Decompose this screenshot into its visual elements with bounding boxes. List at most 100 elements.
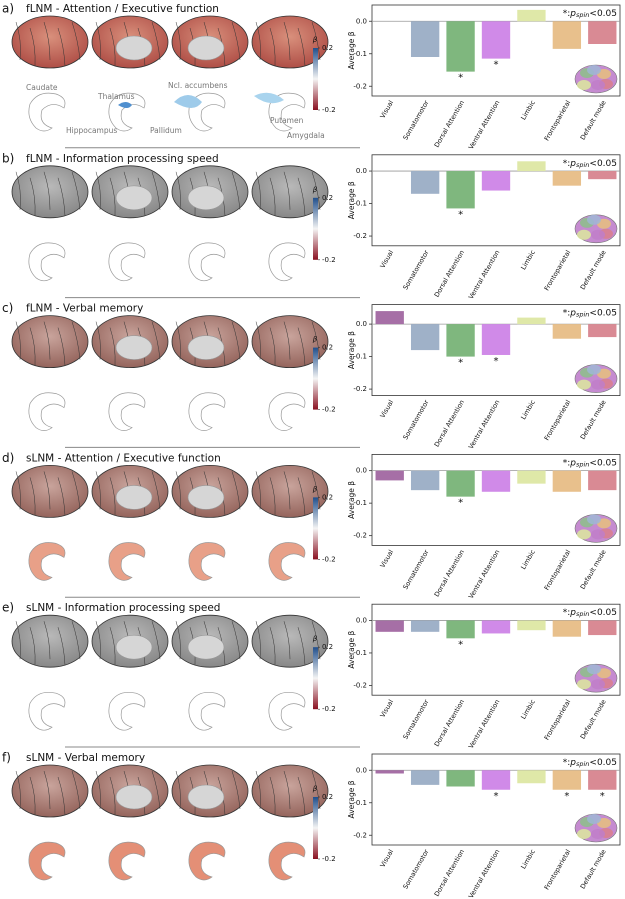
x-tick-label: Dorsal Attention — [433, 548, 466, 598]
atlas-region — [577, 529, 591, 540]
atlas-region — [587, 214, 601, 225]
cortex-parcel-line — [57, 627, 66, 666]
bar — [588, 470, 617, 491]
colorbar-tick-label: 0.2 — [322, 793, 333, 801]
subcortical — [268, 392, 306, 431]
atlas-region — [587, 664, 601, 675]
cortex-parcel-line — [57, 177, 66, 216]
panel: b) fLNM - Information processing speed β 0.… — [2, 147, 621, 301]
cortex-parcel-line — [95, 171, 101, 210]
x-tick-label: Somatomotor — [401, 99, 430, 142]
colorbar-tick-label: -0.2 — [322, 106, 336, 114]
colorbar — [313, 347, 318, 410]
note-symbol: p — [569, 608, 576, 618]
note-threshold: <0.05 — [589, 608, 617, 618]
atlas-region — [587, 65, 601, 75]
y-axis-label: Average β — [347, 331, 356, 369]
colorbar-label: β — [313, 785, 318, 793]
medial-wall — [187, 335, 225, 360]
cortex-parcel-line — [283, 171, 291, 210]
cortex — [251, 614, 329, 668]
colorbar-tick-label: -0.2 — [322, 705, 336, 713]
cortex-parcel-line — [297, 327, 306, 366]
bar — [588, 171, 617, 180]
cortex-parcel-line — [95, 321, 101, 360]
cortex-parcel-line — [57, 327, 66, 366]
note-marker: *: — [563, 758, 571, 768]
note-threshold: <0.05 — [589, 308, 617, 318]
bar — [552, 620, 582, 637]
colorbar-tick-label: -0.2 — [322, 256, 336, 264]
significance-note: *:pspin<0.05 — [563, 758, 617, 769]
structure-label: Caudate — [26, 83, 58, 92]
x-tick-label: Frontoparietal — [543, 848, 573, 891]
x-tick-label: Dorsal Attention — [433, 848, 466, 898]
cortex-parcel-line — [15, 621, 21, 660]
medial-wall — [187, 485, 225, 510]
cortex-parcel-line — [175, 321, 181, 360]
y-tick-label: 0.0 — [356, 17, 367, 25]
colorbar-tick-label: -0.2 — [322, 406, 336, 414]
y-tick-label: -0.2 — [353, 82, 367, 90]
bar — [552, 470, 582, 492]
bar — [410, 770, 440, 785]
medial-wall — [115, 485, 153, 510]
subcortical — [108, 841, 146, 881]
cortex-parcel-line — [95, 21, 101, 61]
cortex-parcel-line — [311, 770, 321, 810]
note-subscript: spin — [576, 311, 589, 319]
subcortical — [188, 392, 226, 431]
significance-note: *:pspin<0.05 — [563, 608, 617, 619]
note-symbol: p — [569, 458, 576, 468]
x-tick-label: Ventral Attention — [467, 548, 501, 600]
x-tick-label: Default mode — [579, 698, 608, 740]
bar — [588, 770, 617, 790]
cortex-parcel-line — [43, 321, 51, 360]
panel-title: sLNM - Verbal memory — [26, 752, 145, 764]
x-tick-label: Visual — [379, 548, 396, 569]
atlas-region — [577, 829, 591, 839]
subcortical — [188, 691, 226, 731]
cortex-parcel-line — [43, 171, 51, 210]
cortex — [251, 764, 329, 818]
x-tick-label: Visual — [379, 698, 396, 719]
significance-star: * — [494, 356, 499, 367]
atlas-region — [577, 80, 591, 90]
cortex-parcel-line — [175, 21, 181, 61]
medial-wall — [187, 634, 225, 660]
cortex-parcel-line — [57, 776, 66, 816]
x-tick-label: Somatomotor — [401, 698, 430, 741]
structure-label: Hippocampus — [66, 126, 117, 135]
bar — [410, 324, 440, 351]
x-tick-label: Dorsal Attention — [433, 99, 466, 149]
x-tick-label: Limbic — [519, 248, 537, 271]
note-threshold: <0.05 — [589, 458, 617, 468]
subcortical — [268, 691, 306, 731]
note-symbol: p — [569, 158, 576, 168]
cortex — [251, 165, 329, 219]
cortex-parcel-line — [175, 770, 181, 810]
cortex-parcel-line — [15, 471, 21, 510]
cortex-parcel-line — [29, 177, 36, 216]
cortex-parcel-line — [15, 770, 21, 810]
x-tick-label: Dorsal Attention — [433, 399, 466, 449]
y-tick-label: -0.1 — [353, 50, 367, 58]
highlighted-structure — [174, 95, 202, 108]
x-tick-label: Default mode — [579, 399, 608, 441]
bar — [552, 324, 582, 339]
cortex-parcel-line — [29, 627, 36, 666]
cortex-parcel-line — [269, 27, 276, 67]
note-threshold: <0.05 — [589, 158, 617, 168]
x-tick-label: Visual — [379, 99, 396, 120]
cortex-parcel-line — [255, 471, 261, 510]
cortex-parcel-line — [71, 770, 81, 810]
significance-star: * — [458, 358, 463, 369]
subcortical — [28, 242, 66, 282]
atlas-region — [591, 80, 605, 90]
medial-wall — [115, 784, 153, 810]
colorbar — [313, 797, 318, 859]
y-tick-label: 0.0 — [356, 467, 367, 475]
note-symbol: p — [569, 9, 576, 19]
x-tick-label: Limbic — [519, 848, 537, 871]
y-tick-label: -0.1 — [353, 649, 367, 657]
